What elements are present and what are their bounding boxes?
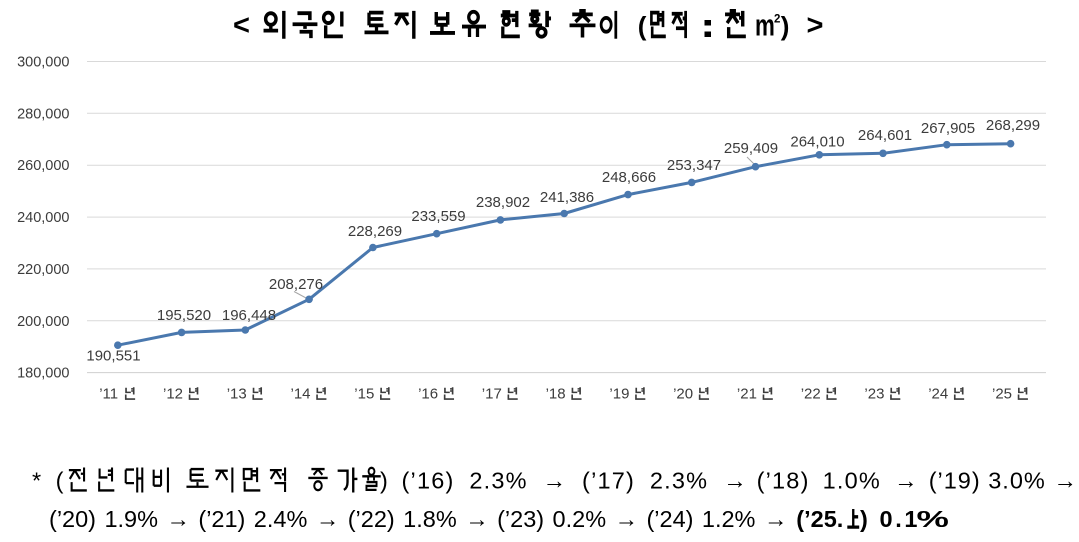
svg-text:(’19) 3.0% →: (’19) 3.0% → [929, 468, 1078, 494]
svg-text:208,276: 208,276 [269, 276, 323, 293]
svg-text:): ) [380, 468, 388, 494]
svg-text:’17: ’17 [482, 386, 502, 403]
svg-text:) 0.1: ) 0.1 [860, 506, 920, 532]
svg-text:’14: ’14 [291, 386, 311, 403]
svg-text:240,000: 240,000 [17, 210, 69, 226]
svg-text:(’16) 2.3% → (’17) 2.3% →: (’16) 2.3% → (’17) 2.3% → [402, 468, 748, 494]
svg-text:267,905: 267,905 [921, 120, 975, 137]
svg-text:): ) [781, 11, 790, 41]
svg-text:’23: ’23 [864, 386, 884, 403]
svg-text:248,666: 248,666 [602, 169, 656, 186]
svg-text:’18: ’18 [546, 386, 566, 403]
svg-text:259,409: 259,409 [724, 140, 778, 157]
svg-text:300,000: 300,000 [17, 55, 69, 71]
svg-text:(: ( [56, 468, 64, 494]
svg-text:2: 2 [774, 14, 780, 26]
svg-text:268,299: 268,299 [986, 117, 1040, 134]
svg-text:’24: ’24 [928, 386, 948, 403]
svg-text:190,551: 190,551 [86, 348, 140, 365]
svg-text:(: ( [638, 11, 647, 41]
svg-text:238,902: 238,902 [476, 194, 530, 211]
svg-text:180,000: 180,000 [17, 366, 69, 382]
svg-text:(’25.: (’25. [796, 506, 843, 532]
svg-text:280,000: 280,000 [17, 106, 69, 122]
svg-text:(’18) 1.0% →: (’18) 1.0% → [757, 468, 919, 494]
svg-text:m: m [755, 8, 775, 42]
svg-text:’21: ’21 [737, 386, 757, 403]
svg-text:220,000: 220,000 [17, 262, 69, 278]
svg-text:241,386: 241,386 [540, 189, 594, 206]
svg-text:’13: ’13 [227, 386, 247, 403]
svg-text:195,520: 195,520 [157, 307, 211, 324]
svg-text:%: % [917, 506, 949, 532]
svg-text:*: * [32, 468, 41, 494]
svg-text:196,448: 196,448 [222, 307, 276, 324]
svg-text:264,601: 264,601 [858, 127, 912, 144]
svg-text:>: > [807, 10, 824, 42]
svg-text:<: < [233, 10, 250, 42]
svg-text:’20: ’20 [673, 386, 693, 403]
svg-text:’22: ’22 [801, 386, 821, 403]
svg-text:’15: ’15 [354, 386, 374, 403]
svg-text:’11: ’11 [99, 386, 118, 403]
svg-text:200,000: 200,000 [17, 314, 69, 330]
svg-text:’16: ’16 [418, 386, 438, 403]
svg-text:253,347: 253,347 [667, 157, 721, 174]
svg-text:(’20) 1.9% → (’21) 2.4% → (’22: (’20) 1.9% → (’21) 2.4% → (’22) 1.8% → (… [49, 506, 787, 532]
svg-text:’12: ’12 [163, 386, 183, 403]
svg-text:264,010: 264,010 [790, 134, 844, 151]
svg-text:228,269: 228,269 [348, 223, 402, 240]
svg-text:233,559: 233,559 [411, 208, 465, 225]
svg-text:260,000: 260,000 [17, 158, 69, 174]
svg-text:’25: ’25 [992, 386, 1012, 403]
svg-text:’19: ’19 [609, 386, 629, 403]
